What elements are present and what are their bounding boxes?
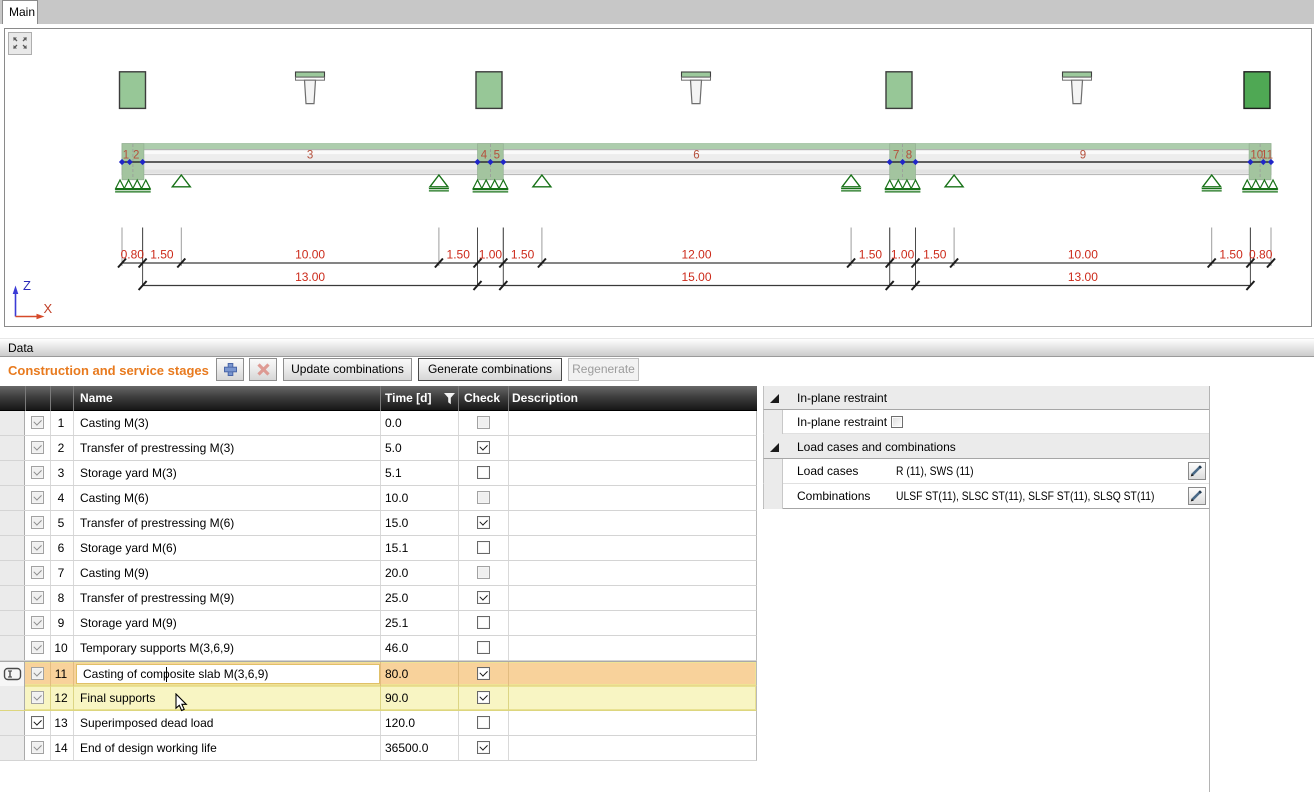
svg-text:13.00: 13.00	[1068, 270, 1098, 284]
svg-text:13.00: 13.00	[295, 270, 325, 284]
svg-text:1.50: 1.50	[511, 248, 535, 262]
svg-text:10: 10	[1250, 150, 1263, 162]
svg-text:Z: Z	[23, 278, 31, 293]
svg-text:3: 3	[307, 150, 313, 162]
svg-text:0.80: 0.80	[121, 248, 145, 262]
svg-text:1.50: 1.50	[150, 248, 174, 262]
svg-text:0.80: 0.80	[1249, 248, 1273, 262]
svg-text:1.50: 1.50	[859, 248, 883, 262]
svg-text:12.00: 12.00	[681, 248, 711, 262]
svg-text:5: 5	[494, 150, 500, 162]
svg-text:1: 1	[123, 150, 129, 162]
svg-text:X: X	[44, 301, 53, 316]
svg-text:7: 7	[893, 150, 899, 162]
svg-text:1.50: 1.50	[447, 248, 471, 262]
svg-text:8: 8	[906, 150, 912, 162]
svg-text:11: 11	[1261, 150, 1273, 162]
svg-text:1.00: 1.00	[479, 248, 503, 262]
svg-text:15.00: 15.00	[681, 270, 711, 284]
svg-text:1.50: 1.50	[923, 248, 947, 262]
svg-text:4: 4	[481, 150, 488, 162]
svg-text:2: 2	[133, 150, 139, 162]
svg-text:1.50: 1.50	[1219, 248, 1243, 262]
svg-text:1.00: 1.00	[891, 248, 915, 262]
svg-text:10.00: 10.00	[1068, 248, 1098, 262]
svg-text:10.00: 10.00	[295, 248, 325, 262]
svg-text:9: 9	[1080, 150, 1086, 162]
svg-text:6: 6	[693, 150, 699, 162]
